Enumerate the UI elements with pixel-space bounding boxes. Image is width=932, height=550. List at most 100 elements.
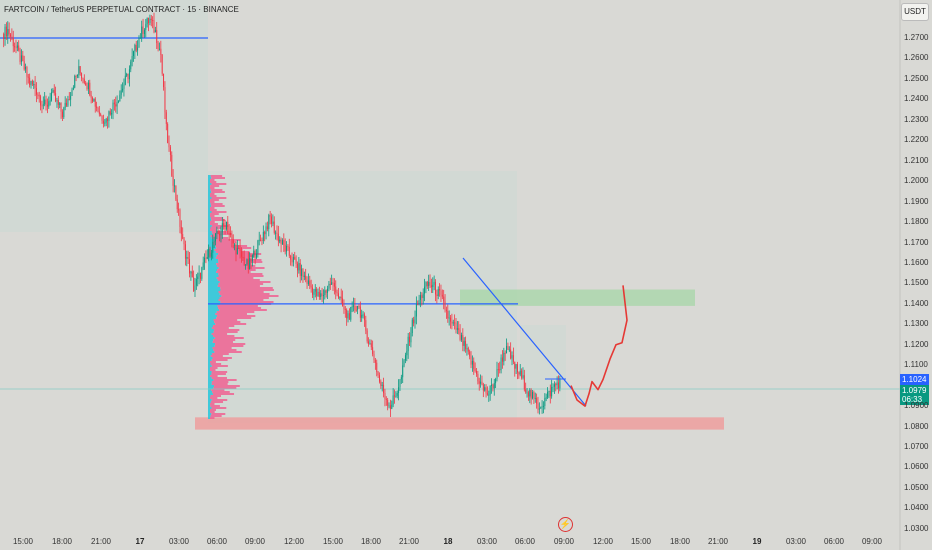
- candle-body: [14, 46, 16, 48]
- candle-body: [116, 102, 118, 107]
- candle-body: [302, 268, 304, 277]
- candle-body: [223, 223, 225, 226]
- candle-body: [165, 112, 167, 124]
- candle-body: [307, 280, 309, 284]
- candle-body: [448, 317, 450, 319]
- candle-body: [81, 73, 83, 79]
- candle-body: [124, 75, 126, 85]
- volume-profile-bar: [210, 355, 223, 357]
- candle-body: [374, 360, 376, 363]
- candle-body: [53, 89, 55, 94]
- candle-body: [212, 241, 214, 253]
- volume-profile-bar: [208, 355, 211, 357]
- volume-profile-bar: [208, 229, 210, 231]
- candle-body: [493, 383, 495, 389]
- volume-profile-bar: [211, 191, 225, 193]
- volume-profile-bar: [208, 185, 211, 187]
- volume-profile-bar: [211, 359, 228, 361]
- volume-profile-bar: [216, 317, 252, 319]
- volume-profile-bar: [212, 341, 234, 343]
- candle-body: [157, 43, 159, 49]
- candle-body: [551, 386, 553, 397]
- volume-profile-bar: [208, 345, 215, 347]
- candle-body: [228, 231, 230, 233]
- price-tick-label: 1.2200: [904, 135, 929, 145]
- candle-body: [113, 102, 115, 105]
- candle-body: [71, 89, 73, 96]
- volume-profile-bar: [208, 337, 215, 339]
- candle-body: [89, 82, 91, 96]
- candle-body: [279, 239, 281, 242]
- candle-body: [392, 395, 394, 405]
- candle-body: [424, 286, 426, 294]
- candle-body: [10, 34, 11, 37]
- trendline: [462, 257, 587, 407]
- candle-body: [18, 45, 20, 51]
- candle-body: [204, 257, 206, 263]
- price-tick-label: 1.1700: [904, 237, 929, 247]
- candle-body: [64, 102, 66, 108]
- candle-body: [27, 76, 29, 78]
- candle-body: [444, 301, 446, 310]
- candle-body: [545, 397, 547, 399]
- volume-profile-bar: [208, 373, 212, 375]
- volume-profile-bar: [208, 227, 211, 229]
- volume-profile-bar: [210, 409, 216, 411]
- candle-body: [357, 305, 359, 310]
- lightning-icon[interactable]: ⚡: [558, 517, 573, 532]
- volume-profile-bar: [208, 191, 212, 193]
- time-tick-label: 06:00: [823, 537, 845, 546]
- volume-profile-bar: [211, 231, 229, 233]
- volume-profile-bar: [208, 233, 213, 235]
- volume-profile-bar: [213, 349, 237, 351]
- volume-profile-bar: [218, 283, 264, 285]
- volume-profile-bar: [208, 391, 213, 393]
- candle-body: [172, 175, 174, 186]
- volume-profile-bar: [217, 269, 256, 271]
- volume-profile-bar: [208, 327, 212, 329]
- price-tick-label: 1.0900: [904, 401, 929, 411]
- volume-profile-bar: [208, 189, 211, 191]
- candle-body: [544, 398, 546, 406]
- volume-profile-bar: [216, 315, 256, 317]
- candle-body: [133, 51, 134, 57]
- supply-zone: [460, 289, 695, 306]
- candle-body: [503, 352, 505, 362]
- candle-body: [235, 244, 237, 255]
- candle-body: [325, 290, 327, 293]
- candle-body: [216, 230, 218, 234]
- candle-body: [256, 253, 257, 258]
- candle-body: [56, 100, 58, 102]
- candle-body: [31, 80, 33, 85]
- candle-body: [402, 365, 404, 378]
- candle-body: [500, 357, 502, 371]
- candle-body: [316, 289, 318, 296]
- candle-body: [422, 293, 424, 299]
- candle-body: [135, 45, 137, 51]
- candle-body: [161, 54, 163, 74]
- volume-profile-bar: [208, 263, 217, 265]
- candle-body: [294, 257, 296, 260]
- volume-profile-bar: [211, 371, 228, 373]
- candle-body: [506, 346, 508, 354]
- candle-body: [51, 92, 52, 101]
- candle-body: [362, 314, 364, 316]
- candle-body: [146, 17, 148, 25]
- candle-body: [344, 308, 346, 310]
- volume-profile-bar: [208, 195, 210, 197]
- volume-profile-bar: [212, 335, 235, 337]
- price-tick-label: 1.0600: [904, 462, 929, 472]
- candle-body: [94, 98, 96, 107]
- volume-profile-bar: [220, 289, 274, 291]
- candle-body: [224, 225, 226, 230]
- volume-profile-bar: [220, 301, 274, 303]
- volume-profile-bar: [215, 251, 250, 253]
- candle-body: [465, 340, 467, 350]
- candle-body: [107, 118, 109, 121]
- candle-body: [558, 382, 559, 389]
- candle-body: [109, 111, 111, 115]
- currency-button[interactable]: USDT: [901, 3, 929, 21]
- candle-body: [171, 154, 173, 176]
- volume-profile-bar: [212, 357, 232, 359]
